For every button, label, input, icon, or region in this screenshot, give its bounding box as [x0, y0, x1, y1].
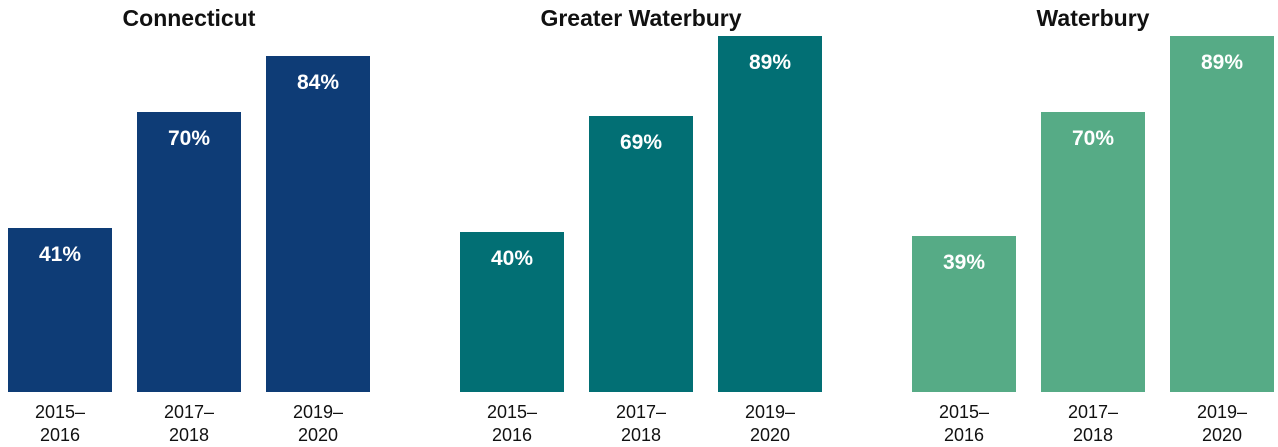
bar-value-label: 89% [1201, 51, 1243, 74]
x-tick-label-line: 2016 [944, 425, 984, 445]
x-tick-label: 2019– 2020 [745, 402, 795, 445]
x-tick-label-line: 2018 [169, 425, 209, 445]
bar-value-label: 70% [168, 127, 210, 150]
bar [460, 232, 564, 392]
bar-value-label: 89% [749, 51, 791, 74]
bar-value-label: 70% [1072, 127, 1114, 150]
bar-value-label: 41% [39, 243, 81, 266]
x-tick-label: 2017– 2018 [1068, 402, 1118, 445]
bar-value-label: 84% [297, 71, 339, 94]
x-tick-label-line: 2017– [1068, 402, 1118, 422]
x-tick-label-line: 2017– [164, 402, 214, 422]
x-tick-label: 2015– 2016 [35, 402, 85, 445]
x-tick-label-line: 2019– [293, 402, 343, 422]
x-tick-label-line: 2019– [1197, 402, 1247, 422]
x-tick-label-line: 2020 [1202, 425, 1242, 445]
x-tick-label-line: 2016 [492, 425, 532, 445]
x-tick-label-line: 2020 [750, 425, 790, 445]
chart-title: Greater Waterbury [540, 5, 741, 31]
bar [266, 56, 370, 392]
x-tick-label-line: 2016 [40, 425, 80, 445]
chart-title: Waterbury [1037, 5, 1150, 31]
x-tick-label-line: 2018 [621, 425, 661, 445]
x-tick-label: 2017– 2018 [164, 402, 214, 445]
bar [1170, 36, 1274, 392]
bar [137, 112, 241, 392]
bar-value-label: 40% [491, 247, 533, 270]
x-tick-label-line: 2015– [35, 402, 85, 422]
bar-value-label: 39% [943, 251, 985, 274]
chart-title: Connecticut [123, 5, 256, 31]
x-tick-label: 2015– 2016 [487, 402, 537, 445]
x-tick-label-line: 2017– [616, 402, 666, 422]
x-tick-label-line: 2015– [939, 402, 989, 422]
x-tick-label-line: 2015– [487, 402, 537, 422]
bar [912, 236, 1016, 392]
x-tick-label-line: 2020 [298, 425, 338, 445]
x-tick-label-line: 2018 [1073, 425, 1113, 445]
x-tick-label-line: 2019– [745, 402, 795, 422]
bar [589, 116, 693, 392]
x-tick-label: 2019– 2020 [293, 402, 343, 445]
bar [8, 228, 112, 392]
x-tick-label: 2017– 2018 [616, 402, 666, 445]
bar [1041, 112, 1145, 392]
x-tick-label: 2015– 2016 [939, 402, 989, 445]
bar-value-label: 69% [620, 131, 662, 154]
x-tick-label: 2019– 2020 [1197, 402, 1247, 445]
bar [718, 36, 822, 392]
